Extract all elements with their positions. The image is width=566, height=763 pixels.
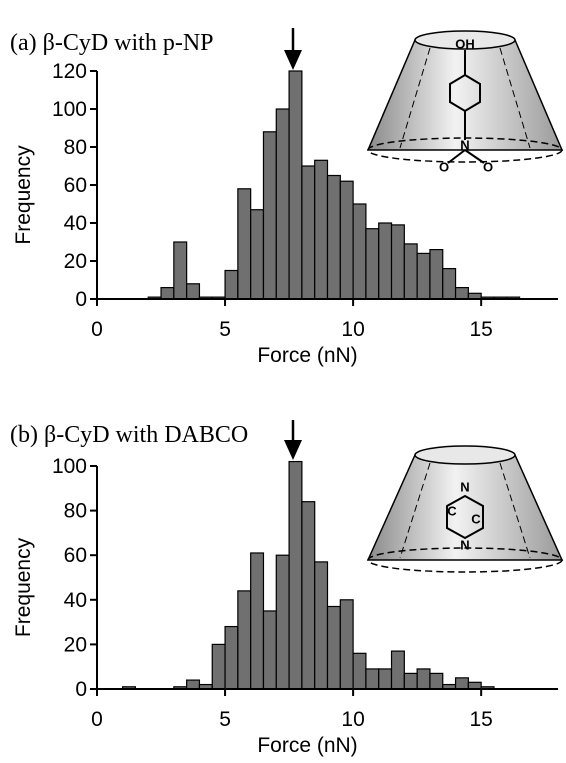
bar — [237, 188, 252, 300]
bar — [250, 209, 265, 300]
bar — [173, 241, 188, 300]
inset-label: N — [460, 537, 469, 552]
bar — [365, 668, 380, 690]
bar — [352, 203, 367, 300]
y-tick-label: 0 — [75, 678, 87, 701]
bar — [224, 269, 239, 300]
x-axis-label: Force (nN) — [257, 734, 357, 757]
arrow — [284, 420, 302, 460]
bar — [442, 268, 457, 300]
bar — [237, 590, 252, 690]
bar — [186, 679, 201, 690]
y-tick-label: 80 — [64, 500, 87, 523]
bar — [416, 252, 431, 300]
bar — [262, 131, 277, 300]
y-tick-label: 40 — [64, 589, 87, 612]
y-tick-label: 120 — [52, 60, 87, 83]
chart-title: (a) β-CyD with p-NP — [10, 30, 214, 56]
bar — [390, 224, 405, 300]
inset-label: N — [460, 479, 469, 494]
arrow — [284, 28, 302, 70]
bar — [365, 228, 380, 300]
y-tick-label: 20 — [64, 633, 87, 656]
y-axis-label: Frequency — [12, 145, 35, 245]
bar — [326, 174, 341, 300]
y-tick-label: 20 — [64, 250, 87, 273]
bar — [429, 249, 444, 300]
bar — [403, 672, 418, 690]
y-tick-label: 80 — [64, 136, 87, 159]
bar — [467, 681, 482, 690]
x-tick-label: 15 — [469, 318, 492, 341]
bar — [275, 108, 290, 300]
y-tick-label: 100 — [52, 98, 87, 121]
bar — [339, 599, 354, 690]
y-tick-label: 0 — [75, 288, 87, 311]
inset-cone: N C C N — [366, 445, 564, 573]
x-tick-label: 5 — [219, 708, 231, 731]
bar — [186, 283, 201, 300]
y-tick-label: 60 — [64, 174, 87, 197]
bar — [378, 668, 393, 690]
bar — [429, 672, 444, 690]
bar — [301, 501, 316, 690]
y-tick-label: 100 — [52, 455, 87, 478]
inset-label: C — [447, 503, 457, 518]
bar — [326, 605, 341, 690]
x-axis-label: Force (nN) — [257, 344, 357, 367]
x-tick-label: 0 — [91, 318, 103, 341]
bar — [390, 650, 405, 690]
bar — [454, 677, 469, 690]
bar — [160, 287, 175, 300]
x-tick-label: 10 — [341, 708, 364, 731]
y-axis-label: Frequency — [12, 537, 35, 637]
bar — [403, 243, 418, 300]
x-tick-label: 5 — [219, 318, 231, 341]
y-tick-label: 40 — [64, 212, 87, 235]
inset-label: O — [483, 159, 493, 174]
inset-cone: OH N O O — [366, 30, 564, 174]
bar — [339, 180, 354, 300]
chart-title: (b) β-CyD with DABCO — [10, 422, 248, 448]
x-tick-label: 15 — [469, 708, 492, 731]
bar — [211, 643, 226, 690]
bar — [301, 165, 316, 300]
inset-label: O — [439, 159, 449, 174]
bar — [352, 652, 367, 690]
bar — [288, 460, 303, 690]
inset-label: C — [471, 511, 481, 526]
inset-label: OH — [455, 36, 475, 51]
bar — [454, 287, 469, 300]
bar — [275, 554, 290, 690]
bar — [416, 668, 431, 690]
bar — [250, 552, 265, 690]
y-tick-label: 60 — [64, 544, 87, 567]
x-tick-label: 0 — [91, 708, 103, 731]
inset-label: N — [460, 137, 469, 152]
bar — [262, 610, 277, 690]
bar — [314, 561, 329, 690]
x-tick-label: 10 — [341, 318, 364, 341]
bar — [314, 159, 329, 300]
bar — [224, 625, 239, 690]
bar — [288, 70, 303, 300]
bar — [378, 222, 393, 300]
